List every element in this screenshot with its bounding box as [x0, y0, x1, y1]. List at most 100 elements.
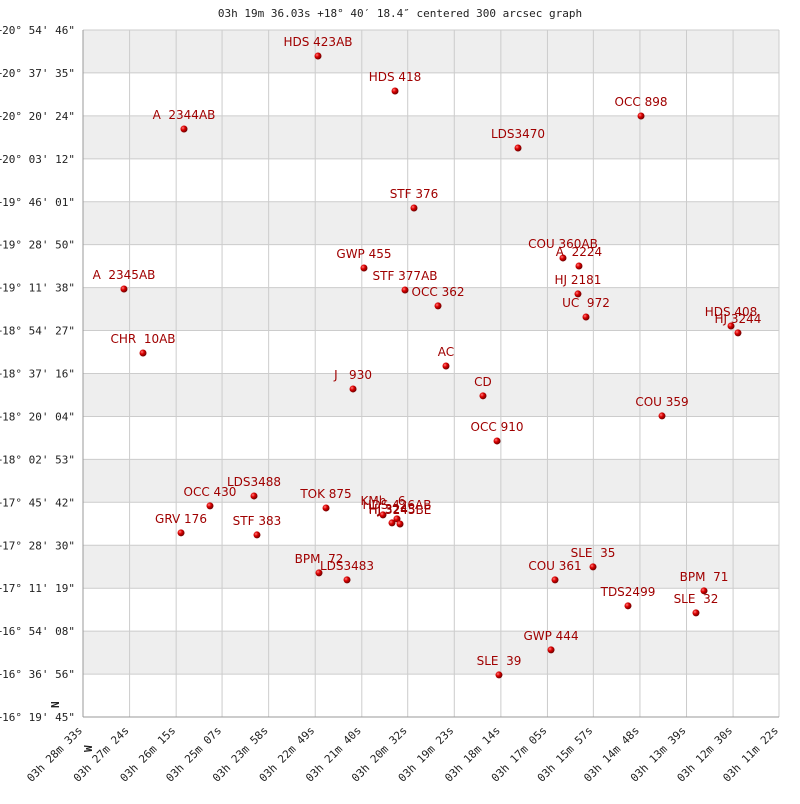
star-label: LDS3488 [227, 475, 281, 489]
star-point [727, 322, 735, 330]
star-point [388, 519, 396, 527]
star-label: STF 377AB [373, 269, 438, 283]
star-point [401, 286, 409, 294]
star-point [379, 511, 387, 519]
star-point [177, 529, 185, 537]
star-label: HDS 408 [705, 305, 758, 319]
star-point [322, 504, 330, 512]
star-point [514, 144, 522, 152]
star-point [314, 52, 322, 60]
y-tick-label: +16° 36' 56" [0, 668, 75, 681]
star-point [637, 112, 645, 120]
star-label: A 2224 [556, 245, 602, 259]
y-tick-label: +18° 20' 04" [0, 410, 75, 423]
star-point [495, 671, 503, 679]
star-label: HJ 3244 [714, 312, 761, 326]
star-label: TDS2499 [600, 585, 656, 599]
star-label: COU 359 [635, 395, 688, 409]
y-tick-label: +19° 28' 50" [0, 239, 75, 252]
chart-title: 03h 19m 36.03s +18° 40′ 18.4″ centered 3… [218, 7, 582, 20]
star-label: HDS 423AB [283, 35, 352, 49]
star-point [575, 262, 583, 270]
star-point [658, 412, 666, 420]
star-label: SLE 32 [674, 592, 719, 606]
y-tick-label: +19° 11' 38" [0, 282, 75, 295]
y-tick-label: +20° 20' 24" [0, 110, 75, 123]
star-label: OCC 362 [412, 285, 465, 299]
star-label: A 2344AB [153, 108, 216, 122]
star-label: LDS3470 [491, 127, 545, 141]
star-label: CD [474, 375, 492, 389]
y-tick-label: +18° 37' 16" [0, 367, 75, 380]
star-label: SLE 35 [571, 546, 616, 560]
star-point [589, 563, 597, 571]
star-point [410, 204, 418, 212]
star-label: HDS 418 [369, 70, 422, 84]
star-label: BPM 71 [680, 570, 729, 584]
star-label: A 2345AB [93, 268, 156, 282]
star-label: CHR 10AB [110, 332, 175, 346]
star-label: TOK 875 [299, 487, 351, 501]
y-tick-label: +17° 28' 30" [0, 539, 75, 552]
band [83, 373, 779, 417]
band [83, 30, 779, 73]
star-point [551, 576, 559, 584]
y-tick-label: +20° 37' 35" [0, 67, 75, 80]
band [83, 631, 779, 675]
star-label: GWP 455 [336, 247, 391, 261]
star-label: AC [438, 345, 454, 359]
band [83, 115, 779, 159]
compass-north: N [49, 701, 62, 708]
y-tick-label: +16° 54' 08" [0, 625, 75, 638]
star-label: HDS 426AB [362, 498, 431, 512]
star-point [180, 125, 188, 133]
y-tick-label: +18° 54' 27" [0, 325, 75, 338]
star-label: UC 972 [562, 296, 610, 310]
star-point [434, 302, 442, 310]
star-point [547, 646, 555, 654]
star-point [206, 502, 214, 510]
star-point [391, 87, 399, 95]
star-point [250, 492, 258, 500]
star-point [360, 264, 368, 272]
star-point [253, 531, 261, 539]
star-point [493, 437, 501, 445]
band [83, 459, 779, 503]
y-tick-label: +20° 54' 46" [0, 24, 75, 37]
star-point [315, 569, 323, 577]
band [83, 545, 779, 589]
star-point [559, 254, 567, 262]
star-label: OCC 910 [471, 420, 524, 434]
star-point [624, 602, 632, 610]
star-label: LDS3483 [320, 559, 374, 573]
band [83, 287, 779, 331]
star-label: BPM 72 [295, 552, 344, 566]
star-point [479, 392, 487, 400]
star-label: SLE 39 [477, 654, 522, 668]
star-label: COU 360AB [528, 237, 598, 251]
star-label: COU 361 [528, 559, 581, 573]
star-label: STF 383 [233, 514, 282, 528]
star-label: J 930 [333, 368, 372, 382]
star-point [700, 587, 708, 595]
band [83, 201, 779, 245]
star-label: GWP 444 [523, 629, 578, 643]
star-point [396, 520, 404, 528]
star-label: STF 376 [390, 187, 439, 201]
star-point [120, 285, 128, 293]
y-tick-label: +20° 03' 12" [0, 153, 75, 166]
y-tick-label: +16° 19' 45" [0, 711, 75, 724]
y-tick-label: +17° 11' 19" [0, 582, 75, 595]
star-label: OCC 898 [615, 95, 668, 109]
star-label: OCC 430 [184, 485, 237, 499]
y-tick-label: +17° 45' 42" [0, 496, 75, 509]
star-label: GRV 176 [155, 512, 207, 526]
compass-west: W [82, 745, 95, 752]
star-point [442, 362, 450, 370]
star-point [393, 515, 401, 523]
y-tick-label: +19° 46' 01" [0, 196, 75, 209]
star-label: HJ 3243 [369, 502, 416, 516]
star-point [349, 385, 357, 393]
star-point [582, 313, 590, 321]
